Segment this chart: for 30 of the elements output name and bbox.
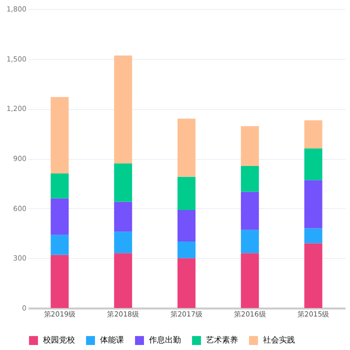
bar: [304, 243, 322, 308]
legend-label: 社会实践: [263, 336, 295, 345]
bar: [178, 242, 196, 258]
bar: [240, 253, 259, 308]
bar: [240, 230, 259, 254]
bar: [178, 210, 196, 242]
bar: [178, 118, 196, 177]
legend-label: 艺术素养: [206, 336, 238, 345]
bar: [304, 180, 322, 228]
bar: [114, 253, 132, 308]
bar: [50, 173, 69, 198]
bar: [240, 126, 259, 166]
bar: [304, 148, 322, 180]
bar: [114, 56, 132, 164]
bar: [178, 176, 196, 210]
bar: [50, 234, 69, 255]
bar: [50, 198, 69, 235]
bar: [304, 228, 322, 244]
bar: [240, 166, 259, 192]
bar: [50, 97, 69, 174]
bar: [304, 120, 322, 149]
legend-label: 体能课: [100, 336, 124, 345]
bar: [114, 202, 132, 232]
bar: [114, 232, 132, 254]
bar: [50, 254, 69, 308]
bar: [178, 258, 196, 308]
bar: [240, 192, 259, 230]
legend-label: 作息出勤: [148, 336, 181, 345]
bar: [114, 163, 132, 202]
legend-label: 校园党校: [42, 336, 75, 345]
